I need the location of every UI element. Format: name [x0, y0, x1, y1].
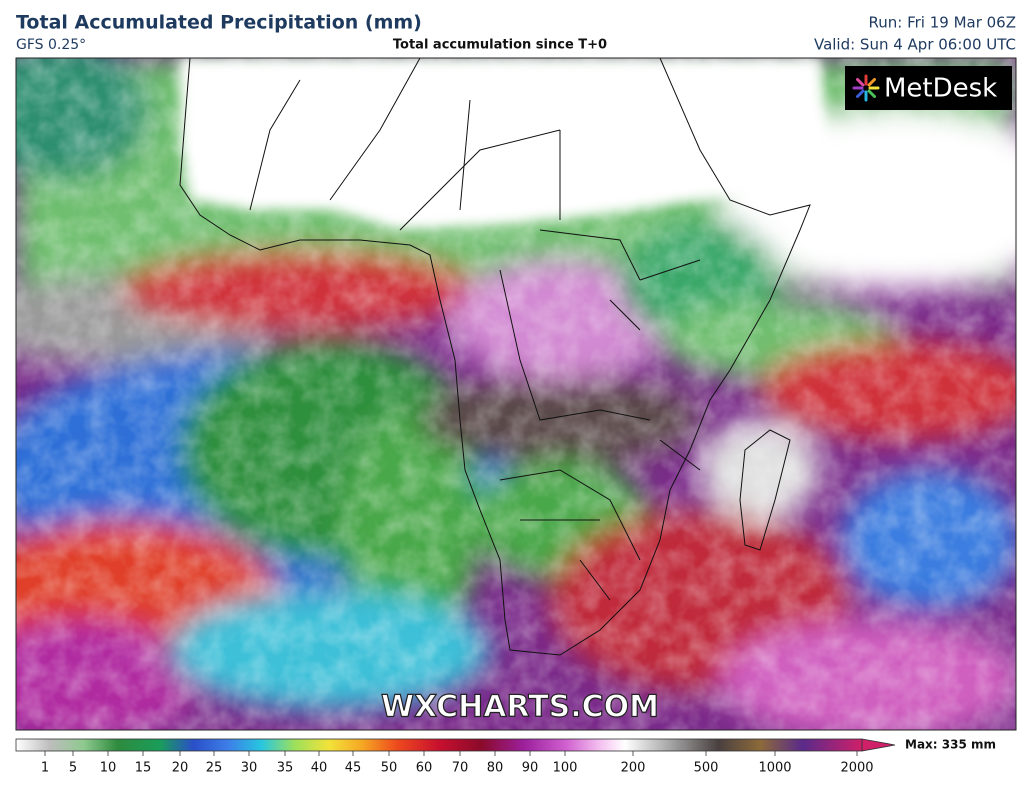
legend-tick-label: 80 [487, 761, 504, 776]
subtitle: Total accumulation since T+0 [393, 38, 607, 53]
legend-tick-label: 100 [553, 761, 578, 776]
legend-tick-label: 1000 [758, 761, 791, 776]
watermark: WXCHARTS.COM [381, 690, 659, 725]
legend-tick-label: 90 [522, 761, 539, 776]
legend-tick-label: 50 [381, 761, 398, 776]
legend-tick-label: 25 [206, 761, 223, 776]
colour-bar [15, 738, 863, 752]
valid-time: Valid: Sun 4 Apr 06:00 UTC [814, 36, 1016, 54]
run-time: Run: Fri 19 Mar 06Z [868, 14, 1016, 32]
max-label: Max: 335 mm [905, 738, 996, 752]
map-field: WXCHARTS.COM [16, 58, 1016, 730]
legend-tick-label: 1 [41, 761, 49, 776]
legend-tick-label: 15 [135, 761, 152, 776]
map-frame [15, 57, 1017, 731]
legend-tick-label: 60 [416, 761, 433, 776]
logo-text: MetDesk [884, 74, 997, 104]
colour-bar-arrow [861, 738, 896, 752]
legend: Max: 335 mm 1 5 10 15 20 25 30 35 40 45 50 60 70 80 90… [15, 738, 996, 776]
legend-tick-label: 20 [172, 761, 189, 776]
logo: MetDesk [845, 66, 1012, 110]
legend-tick-label: 5 [69, 761, 77, 776]
legend-tick-label: 500 [694, 761, 719, 776]
legend-tick-label: 200 [621, 761, 646, 776]
legend-tick-label: 35 [277, 761, 294, 776]
legend-tick-label: 30 [241, 761, 258, 776]
map-title: Total Accumulated Precipitation (mm) [16, 12, 422, 34]
legend-tick-label: 10 [100, 761, 117, 776]
model-name: GFS 0.25° [16, 37, 86, 53]
legend-tick-label: 70 [452, 761, 469, 776]
legend-tick-label: 40 [311, 761, 328, 776]
legend-tick-label: 45 [345, 761, 362, 776]
legend-tick-label: 2000 [840, 761, 873, 776]
